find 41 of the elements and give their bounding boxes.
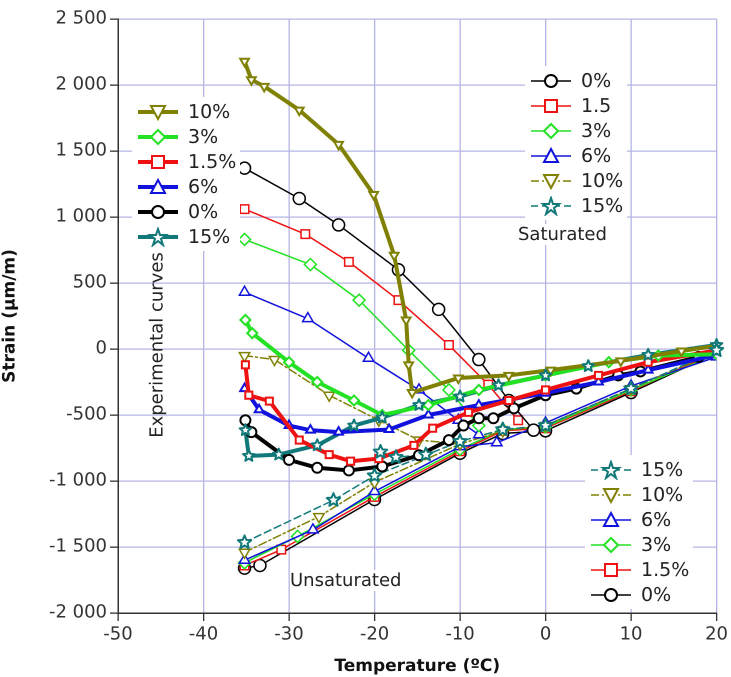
y-tick-label: -2 000 — [48, 602, 107, 623]
x-tick-label: -50 — [103, 623, 133, 644]
legend-label: 6% — [581, 144, 612, 166]
y-tick-label: 2 000 — [55, 74, 107, 95]
legend-label: 1.5% — [641, 558, 690, 580]
x-tick-label: 20 — [705, 623, 728, 644]
legend-label: 0% — [641, 584, 672, 606]
legend-label: 0% — [581, 70, 612, 92]
x-tick-label: -40 — [188, 623, 218, 644]
legend-label: 10% — [641, 484, 684, 506]
legend-label: 10% — [581, 170, 624, 192]
x-tick-label: 0 — [540, 623, 552, 644]
x-axis-title: Temperature (ºC) — [334, 656, 500, 676]
legend-label: 1.5% — [188, 150, 236, 172]
y-tick-label: 1 000 — [55, 206, 107, 227]
y-tick-label: -1 000 — [48, 470, 107, 491]
legend-label: 15% — [581, 194, 624, 216]
y-tick-label: 500 — [72, 272, 107, 293]
x-tick-label: -20 — [360, 623, 390, 644]
legend-label: 0% — [188, 200, 218, 222]
y-tick-label: 1 500 — [55, 140, 107, 161]
annotation: Saturated — [518, 224, 607, 245]
legend-label: 3% — [641, 534, 672, 556]
x-tick-label: 10 — [620, 623, 642, 644]
legend-label: 15% — [188, 226, 230, 248]
x-tick-label: -30 — [274, 623, 304, 644]
x-tick-label: -10 — [445, 623, 475, 644]
annotation: Experimental curves — [146, 252, 168, 438]
y-tick-label: 0 — [96, 338, 107, 359]
legend-label: 1.5 — [581, 94, 612, 116]
y-tick-label: 2 500 — [55, 8, 107, 29]
y-tick-label: -500 — [66, 404, 107, 425]
y-axis-title: Strain (µm/m) — [0, 249, 20, 383]
annotation: Unsaturated — [290, 570, 402, 591]
legend-label: 15% — [641, 458, 684, 480]
legend-label: 3% — [188, 126, 218, 148]
y-tick-label: -1 500 — [48, 536, 107, 557]
legend-label: 6% — [641, 508, 672, 530]
legend-label: 10% — [188, 100, 230, 122]
legend-label: 3% — [581, 120, 612, 142]
legend-label: 6% — [188, 176, 218, 198]
